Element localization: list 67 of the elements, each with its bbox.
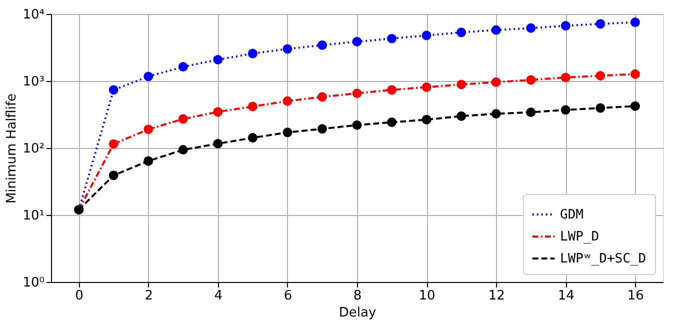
point [108, 139, 118, 149]
point [282, 96, 292, 106]
point [248, 133, 258, 143]
point [352, 36, 362, 46]
point [317, 92, 327, 102]
point [456, 28, 466, 38]
x-tick-label: 4 [214, 288, 223, 304]
x-tick-label: 6 [284, 288, 292, 304]
point [248, 102, 258, 112]
y-axis-title: Minimum Halflife [4, 93, 20, 204]
x-tick-label: 16 [627, 288, 644, 304]
x-tick-label: 14 [558, 288, 574, 304]
x-tick-label: 12 [488, 288, 505, 304]
point [144, 72, 154, 82]
point [456, 80, 466, 90]
point [178, 114, 188, 124]
x-tick-label: 10 [418, 288, 436, 304]
point [596, 19, 606, 29]
legend-label: LWP_D [560, 230, 600, 244]
point [526, 108, 536, 118]
y-tick-label: 10² [22, 142, 44, 156]
y-tick-label: 10⁰ [22, 276, 44, 290]
x-tick-label: 8 [353, 288, 362, 304]
point [560, 105, 570, 115]
point [630, 69, 640, 79]
point [422, 114, 432, 124]
point [596, 70, 606, 80]
point [144, 124, 154, 134]
point [630, 18, 640, 28]
y-tick-label: 10⁴ [22, 8, 44, 22]
point [630, 101, 640, 111]
point [108, 170, 118, 180]
point [317, 40, 327, 50]
x-tick-label: 0 [75, 288, 84, 304]
point [491, 109, 501, 119]
point [422, 30, 432, 40]
point [422, 82, 432, 92]
y-tick-label: 10³ [22, 74, 44, 90]
point [387, 85, 397, 95]
point [352, 88, 362, 98]
legend-label: LWPʷ_D+SC_D [560, 252, 646, 266]
y-tick-label: 10¹ [22, 208, 44, 224]
point [491, 77, 501, 87]
point [560, 72, 570, 82]
point [282, 44, 292, 54]
point [213, 107, 223, 117]
point [213, 138, 223, 148]
point [317, 124, 327, 134]
point [144, 156, 154, 166]
point [248, 48, 258, 58]
point [456, 111, 466, 121]
point [213, 54, 223, 64]
point [178, 62, 188, 72]
point [491, 25, 501, 35]
point [352, 120, 362, 130]
point [282, 128, 292, 138]
legend-label: GDM [560, 208, 584, 222]
point [387, 34, 397, 44]
point [526, 75, 536, 85]
x-tick-label: 2 [144, 288, 154, 304]
point [526, 23, 536, 33]
point [596, 103, 606, 113]
x-axis-title: Delay [338, 306, 376, 320]
point [108, 85, 118, 95]
point [387, 118, 397, 128]
point [560, 21, 570, 31]
point [178, 145, 188, 155]
